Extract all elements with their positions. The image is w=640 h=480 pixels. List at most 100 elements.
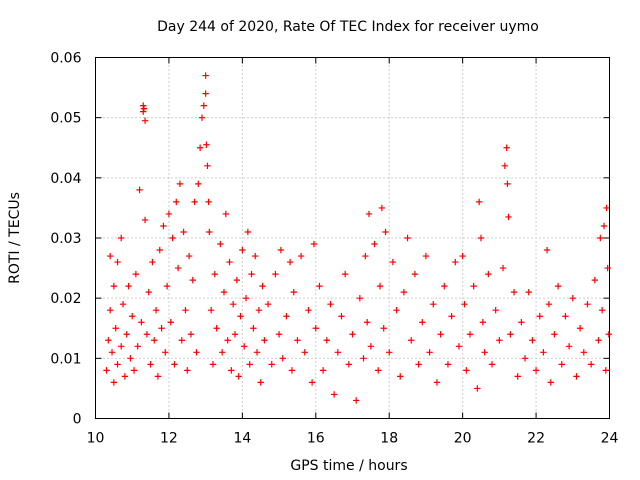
data-point xyxy=(536,313,543,320)
data-point xyxy=(171,361,178,368)
data-point xyxy=(141,117,149,124)
data-point xyxy=(268,361,275,368)
data-point xyxy=(114,258,121,266)
data-point xyxy=(305,307,312,314)
data-point xyxy=(376,282,384,290)
data-point xyxy=(382,228,389,236)
data-point xyxy=(584,300,591,308)
data-point xyxy=(433,379,441,386)
data-point xyxy=(141,216,149,224)
axis-ticks xyxy=(95,57,610,419)
data-point xyxy=(145,288,152,296)
data-point xyxy=(283,313,290,320)
data-point xyxy=(286,258,294,266)
data-point xyxy=(294,337,301,344)
data-point xyxy=(518,319,525,326)
data-point xyxy=(242,294,250,302)
data-point xyxy=(167,319,174,326)
data-point xyxy=(193,349,200,356)
data-point xyxy=(198,114,206,121)
data-point xyxy=(375,367,382,374)
data-point xyxy=(363,319,371,326)
data-point xyxy=(275,331,283,338)
data-point xyxy=(330,391,338,398)
data-point xyxy=(235,373,242,380)
data-point xyxy=(118,234,125,242)
data-point xyxy=(308,379,316,386)
data-point xyxy=(352,397,360,404)
data-point xyxy=(319,367,327,374)
data-point xyxy=(514,373,521,380)
data-point xyxy=(338,313,345,320)
data-point xyxy=(288,367,296,374)
data-point xyxy=(143,331,151,338)
data-point xyxy=(551,331,558,338)
data-point xyxy=(362,252,369,260)
data-point xyxy=(521,355,529,362)
data-point xyxy=(204,162,211,169)
data-point xyxy=(112,325,119,332)
data-point xyxy=(504,180,511,188)
data-point xyxy=(127,355,134,362)
data-point xyxy=(200,102,208,109)
data-point xyxy=(393,307,400,314)
data-point xyxy=(114,361,121,368)
data-point xyxy=(444,361,452,368)
data-point xyxy=(152,307,160,314)
data-point xyxy=(261,337,268,344)
data-point xyxy=(397,373,404,380)
y-tick-label: 0.05 xyxy=(50,111,81,127)
data-point xyxy=(475,198,483,206)
data-point xyxy=(231,331,239,338)
data-point xyxy=(130,367,138,374)
data-point xyxy=(485,270,492,278)
data-point xyxy=(426,349,433,356)
data-point xyxy=(217,240,224,248)
data-point xyxy=(129,313,136,320)
data-point xyxy=(547,379,554,386)
data-point xyxy=(569,294,576,302)
data-point xyxy=(272,270,279,278)
data-point xyxy=(356,294,364,302)
data-point xyxy=(312,325,319,332)
data-point xyxy=(499,264,507,272)
data-point xyxy=(209,361,217,368)
data-point xyxy=(184,367,191,374)
data-point xyxy=(576,325,584,332)
data-point xyxy=(408,337,415,344)
data-point xyxy=(503,144,510,151)
data-point xyxy=(253,349,261,356)
data-point xyxy=(558,361,565,368)
data-point xyxy=(174,264,182,272)
data-point xyxy=(173,198,180,206)
data-point xyxy=(441,282,448,290)
data-point xyxy=(248,270,255,278)
data-point xyxy=(250,325,257,332)
data-point xyxy=(106,252,114,260)
x-tick-label: 24 xyxy=(601,431,619,447)
x-tick-label: 12 xyxy=(160,431,178,447)
data-point xyxy=(105,337,112,344)
data-point xyxy=(600,222,608,230)
data-point xyxy=(226,258,233,266)
data-point xyxy=(510,288,518,296)
data-point xyxy=(240,343,248,350)
data-point xyxy=(565,343,573,350)
data-point xyxy=(591,276,599,284)
data-point xyxy=(415,361,422,368)
data-point xyxy=(206,228,213,236)
data-point xyxy=(349,331,356,338)
data-point xyxy=(239,246,246,254)
data-point xyxy=(165,210,173,218)
data-point xyxy=(203,141,210,148)
data-point xyxy=(178,337,185,344)
data-point xyxy=(123,331,130,338)
y-tick-label: 0.03 xyxy=(50,231,81,247)
data-point xyxy=(257,379,264,386)
y-tick-label: 0 xyxy=(73,412,82,428)
data-point xyxy=(562,313,569,320)
data-point xyxy=(140,108,147,115)
data-point xyxy=(118,343,125,350)
data-point xyxy=(496,337,503,344)
